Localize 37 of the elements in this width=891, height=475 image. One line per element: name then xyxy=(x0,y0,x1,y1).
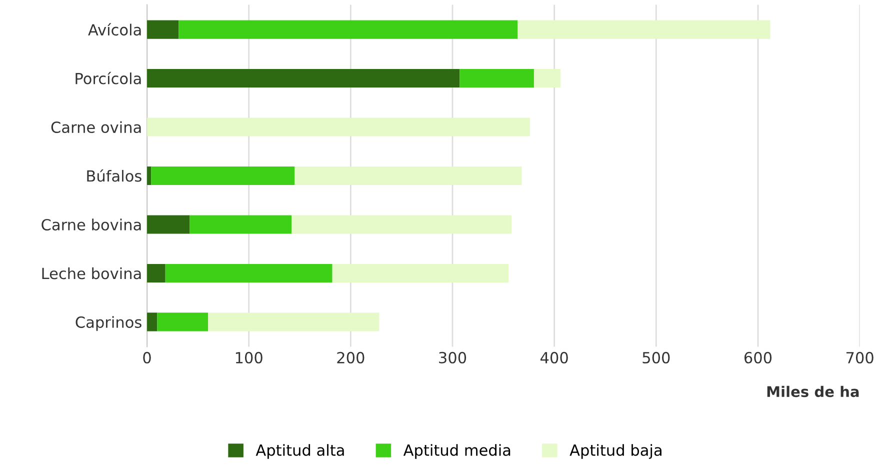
x-tick-label: 100 xyxy=(236,352,262,364)
bar xyxy=(147,312,158,332)
bar xyxy=(147,118,530,136)
bar xyxy=(190,215,292,234)
bar xyxy=(157,312,208,332)
legend-label: Aptitud media xyxy=(403,444,510,459)
y-tick-label: Carne bovina xyxy=(42,218,141,231)
bar xyxy=(178,20,518,39)
x-tick-label: 300 xyxy=(439,352,466,364)
bar xyxy=(332,264,509,282)
bar xyxy=(147,264,166,282)
legend-label: Aptitud alta xyxy=(256,444,344,459)
x-tick-label: 700 xyxy=(846,352,874,364)
x-tick-label: 0 xyxy=(143,352,151,364)
x-tick-label: 200 xyxy=(337,352,364,364)
y-tick-label: Búfalos xyxy=(87,169,142,182)
bar xyxy=(165,264,332,282)
bar xyxy=(292,215,512,234)
x-tick-label: 400 xyxy=(540,352,568,364)
bar xyxy=(518,20,770,39)
bar xyxy=(147,69,460,88)
y-tick-label: Avícola xyxy=(88,23,141,36)
x-axis-title: Miles de ha xyxy=(767,386,859,398)
y-tick-label: Porcícola xyxy=(76,72,141,84)
bar xyxy=(534,69,560,88)
legend-label: Aptitud baja xyxy=(570,444,662,459)
x-tick-label: 500 xyxy=(642,352,670,364)
bar xyxy=(460,69,534,88)
y-tick-label: Leche bovina xyxy=(42,267,141,280)
bar xyxy=(147,215,190,234)
y-tick-label: Caprinos xyxy=(76,316,142,331)
x-tick-label: 600 xyxy=(744,352,772,364)
bar xyxy=(294,166,522,186)
bar xyxy=(208,312,380,332)
y-tick-label: Carne ovina xyxy=(51,121,141,134)
bar xyxy=(151,166,295,186)
bar xyxy=(147,20,179,39)
